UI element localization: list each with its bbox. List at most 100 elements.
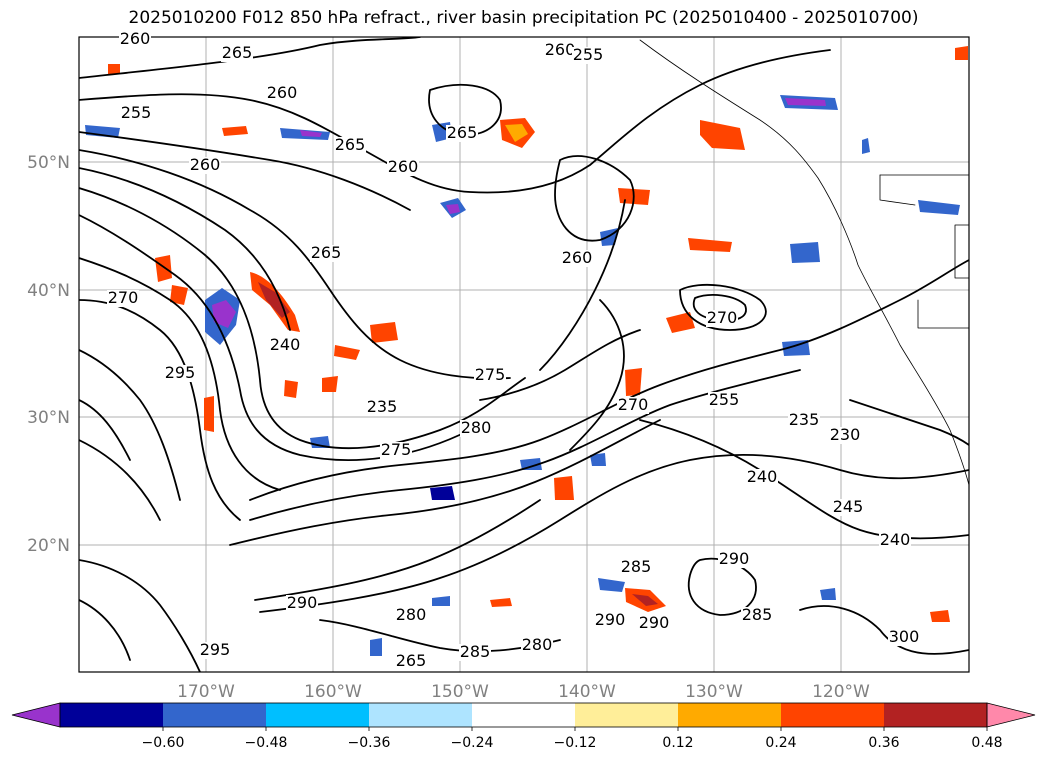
colorbar-min-arrow (11, 702, 61, 728)
colorbar-tick-label: −0.24 (451, 735, 494, 751)
colorbar-bin (884, 703, 988, 727)
contour-label: 300 (889, 627, 920, 646)
colorbar-tick-label: −0.12 (554, 735, 597, 751)
contour-label-bg (164, 365, 196, 382)
contour-label-bg (189, 157, 221, 174)
contour-label: 260 (545, 40, 576, 59)
precip-shading (85, 46, 968, 656)
contour-label-bg (521, 637, 553, 654)
contour-label: 240 (747, 467, 778, 486)
contour-label-bg (544, 42, 576, 59)
contour-label-bg (199, 642, 231, 659)
contour-label: 255 (573, 45, 604, 64)
contour-label: 260 (562, 248, 593, 267)
lon-label: 150°W (431, 682, 489, 702)
contour-label: 265 (222, 43, 253, 62)
colorbar-bin (678, 703, 782, 727)
contour-label-bg (879, 532, 911, 549)
colorbar-max-arrow (986, 702, 1036, 728)
contour-label-bg (387, 159, 419, 176)
colorbar-bin (266, 703, 370, 727)
map-panel (78, 36, 970, 673)
colorbar-tick-label: −0.36 (348, 735, 391, 751)
contour-label: 235 (789, 410, 820, 429)
contour-label-bg (572, 47, 604, 64)
contour-label: 285 (742, 605, 773, 624)
contour-label: 265 (396, 651, 427, 670)
contour-label-bg (460, 420, 492, 437)
contour-label: 280 (396, 605, 427, 624)
contour-label-bg (221, 45, 253, 62)
contour-label: 275 (381, 440, 412, 459)
lon-label: 130°W (685, 682, 743, 702)
contour-label: 295 (165, 363, 196, 382)
colorbar-tick-label: 0.24 (765, 735, 796, 751)
colorbar-bin (575, 703, 679, 727)
contour-label: 295 (200, 640, 231, 659)
lon-label: 120°W (812, 682, 870, 702)
lat-label: 50°N (27, 153, 70, 173)
contour-label-bg (395, 607, 427, 624)
contour-label-bg (788, 412, 820, 429)
contour-label-bg (832, 499, 864, 516)
contour-label-bg (594, 612, 626, 629)
contour-label-bg (561, 250, 593, 267)
colorbar-bin (369, 703, 473, 727)
colorbar-frame (59, 702, 988, 728)
contour-label: 265 (335, 135, 366, 154)
contour-label-bg (474, 367, 506, 384)
colorbar-bin (472, 703, 576, 727)
contour-label-bg (706, 310, 738, 327)
contour-label: 265 (447, 123, 478, 142)
contour-label-bg (266, 85, 298, 102)
refractivity-contours (79, 37, 969, 672)
contour-label: 240 (880, 530, 911, 549)
contour-label: 260 (267, 83, 298, 102)
contour-label: 270 (618, 395, 649, 414)
map-title: 2025010200 F012 850 hPa refract., river … (128, 8, 919, 28)
contour-label-bg (638, 615, 670, 632)
contour-label: 240 (270, 335, 301, 354)
colorbar-bin (60, 703, 164, 727)
contour-label: 235 (367, 397, 398, 416)
contour-label-bg (718, 551, 750, 568)
contour-label-bg (829, 427, 861, 444)
coastlines (639, 39, 969, 486)
colorbar: −0.60 −0.48 −0.36 −0.24 −0.12 0.12 0.24 0.36 0.4… (11, 702, 1036, 751)
contour-label: 230 (830, 425, 861, 444)
contour-label: 260 (120, 29, 151, 48)
lat-label: 30°N (27, 408, 70, 428)
contour-label-bg (366, 399, 398, 416)
longitude-labels: 170°W 160°W 150°W 140°W 130°W 120°W (177, 682, 870, 702)
contour-label: 290 (639, 613, 670, 632)
contour-label-bg (380, 442, 412, 459)
contour-label: 290 (287, 593, 318, 612)
colorbar-tick-label: 0.12 (662, 735, 693, 751)
lat-label: 40°N (27, 281, 70, 301)
contour-label-bg (746, 469, 778, 486)
colorbar-tick-label: −0.60 (142, 735, 185, 751)
contour-label: 270 (707, 308, 738, 327)
lon-label: 160°W (304, 682, 362, 702)
contour-label: 280 (461, 418, 492, 437)
contour-label-bg (395, 653, 427, 670)
lon-label: 140°W (558, 682, 616, 702)
contour-label-bg (120, 105, 152, 122)
contour-label-bg (286, 595, 318, 612)
contour-label: 280 (522, 635, 553, 654)
contour-label-bg (459, 644, 491, 661)
contour-label: 255 (121, 103, 152, 122)
contour-label: 260 (388, 157, 419, 176)
colorbar-tick-label: −0.48 (245, 735, 288, 751)
contour-label-bg (269, 337, 301, 354)
contour-label: 265 (311, 243, 342, 262)
colorbar-tick-label: 0.36 (868, 735, 899, 751)
contour-label-bg (334, 137, 366, 154)
colorbar-bin (163, 703, 267, 727)
contour-label: 255 (709, 390, 740, 409)
lon-label: 170°W (177, 682, 235, 702)
latitude-labels: 50°N 40°N 30°N 20°N (27, 153, 70, 556)
contour-label: 275 (475, 365, 506, 384)
